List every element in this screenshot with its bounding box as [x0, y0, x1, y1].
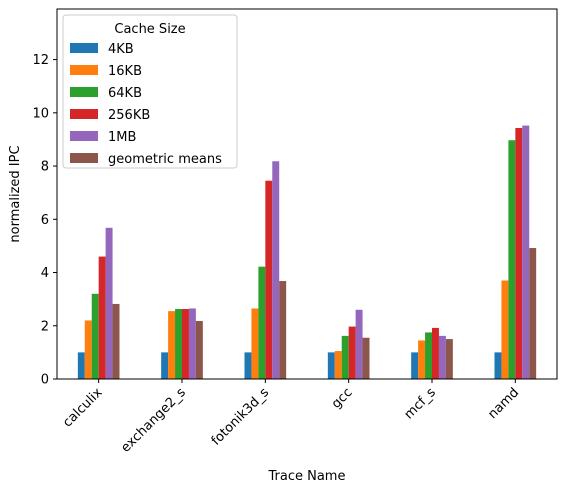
- y-tick-label: 6: [41, 213, 49, 228]
- bar: [112, 303, 120, 379]
- bar: [175, 308, 182, 379]
- bar: [425, 332, 432, 379]
- bar: [188, 308, 196, 379]
- bar: [161, 352, 169, 379]
- legend-label: 1MB: [108, 130, 136, 145]
- y-tick-label: 8: [41, 160, 49, 175]
- bar: [84, 320, 92, 379]
- bar: [438, 335, 446, 379]
- y-tick-label: 2: [41, 319, 49, 334]
- bar: [182, 308, 189, 379]
- bar: [272, 161, 280, 379]
- y-tick-label: 10: [32, 106, 49, 121]
- bar: [494, 352, 502, 379]
- bar: [362, 337, 370, 379]
- legend-box: [62, 14, 238, 169]
- bar: [98, 256, 106, 379]
- bar: [432, 327, 439, 379]
- legend-label: geometric means: [108, 152, 222, 167]
- bar: [327, 352, 335, 379]
- y-tick-label: 4: [41, 266, 49, 281]
- y-tick-label: 12: [32, 53, 49, 68]
- legend-swatch: [70, 87, 98, 97]
- bar: [168, 311, 176, 379]
- x-axis: calculix exchange2_s fotonik3d_s gcc mcf_s na…: [60, 379, 522, 456]
- x-tick-label: gcc: [329, 385, 356, 412]
- x-tick-label: exchange2_s: [118, 385, 189, 456]
- bar: [195, 320, 203, 379]
- legend-label: 256KB: [108, 108, 150, 123]
- plot-frame: [56, 8, 558, 380]
- legend-swatch: [70, 109, 98, 119]
- bar: [529, 248, 537, 379]
- bar: [411, 352, 419, 379]
- bar: [418, 340, 426, 379]
- bar: [445, 339, 453, 379]
- x-axis-label: Trace Name: [268, 469, 346, 484]
- bar: [244, 352, 252, 379]
- bar: [348, 326, 356, 379]
- legend-swatch: [70, 153, 98, 163]
- x-tick-label: namd: [485, 385, 522, 422]
- bar: [91, 293, 99, 379]
- legend-swatch: [70, 131, 98, 141]
- y-tick-label: 0: [41, 373, 49, 388]
- bars-layer: [77, 125, 537, 379]
- bar: [522, 125, 530, 379]
- bar: [508, 140, 516, 379]
- bar: [341, 335, 349, 379]
- legend: Cache Size 4KB 16KB 64KB 256KB 1MB geometric …: [62, 14, 238, 169]
- y-axis: 0 2 4 6 8 10 12: [32, 53, 57, 388]
- x-tick-label: mcf_s: [402, 385, 439, 422]
- bar: [265, 180, 273, 379]
- bar: [77, 352, 85, 379]
- bar: [515, 127, 523, 379]
- bar: [279, 281, 287, 379]
- bar: [258, 266, 266, 379]
- bar: [501, 280, 509, 379]
- bar: [105, 227, 113, 379]
- x-tick-label: fotonik3d_s: [209, 385, 273, 449]
- bar: [251, 308, 259, 379]
- x-tick-label: calculix: [60, 385, 105, 430]
- bar: [355, 309, 363, 379]
- legend-label: 4KB: [108, 42, 134, 57]
- legend-title: Cache Size: [114, 22, 185, 37]
- y-axis-label: normalized IPC: [8, 145, 23, 242]
- bar: [334, 351, 342, 379]
- legend-label: 16KB: [108, 64, 142, 79]
- legend-swatch: [70, 43, 98, 53]
- legend-swatch: [70, 65, 98, 75]
- legend-label: 64KB: [108, 86, 142, 101]
